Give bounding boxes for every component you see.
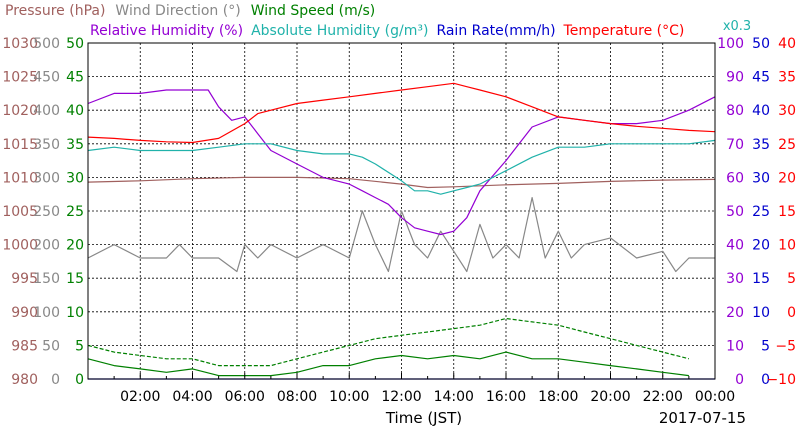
y-tick-pressure: 1005 (2, 204, 38, 220)
legend-entry-5: Rain Rate(mm/h) (436, 23, 555, 39)
y-tick-relative_humidity: 40 (726, 238, 744, 254)
y-tick-relative_humidity: 80 (726, 103, 744, 119)
y-tick-temperature: 40 (778, 36, 796, 52)
multiplier-label: x0.3 (723, 19, 751, 34)
y-tick-relative_humidity: 10 (726, 338, 744, 354)
y-tick-rain_rate: 0 (761, 372, 770, 388)
y-tick-wind_direction: 200 (33, 238, 60, 254)
y-tick-pressure: 1025 (2, 70, 38, 86)
y-tick-rain_rate: 20 (752, 238, 770, 254)
y-tick-wind_speed: 0 (75, 372, 84, 388)
legend-entry-4: Absolute Humidity (g/m³) (251, 23, 428, 39)
y-tick-pressure: 1000 (2, 238, 38, 254)
y-tick-temperature: 30 (778, 103, 796, 119)
y-tick-wind_direction: 500 (33, 36, 60, 52)
x-tick-label: 02:00 (120, 389, 160, 405)
x-tick-label: 20:00 (590, 389, 630, 405)
y-tick-wind_speed: 45 (66, 70, 84, 86)
x-axis-label: Time (JST) (385, 409, 462, 427)
x-tick-label: 18:00 (538, 389, 578, 405)
legend: Pressure (hPa) Wind Direction (°) Wind Spe… (5, 3, 684, 39)
x-tick-label: 12:00 (381, 389, 421, 405)
series-line-5 (87, 139, 716, 195)
grid (88, 43, 715, 379)
series-line-1 (87, 197, 715, 273)
y-tick-temperature: 35 (778, 70, 796, 86)
y-tick-wind_speed: 30 (66, 170, 84, 186)
x-tick-label: 08:00 (277, 389, 317, 405)
series-line-3 (87, 317, 690, 367)
y-tick-temperature: 5 (787, 271, 796, 287)
legend-entry-3: Relative Humidity (%) (90, 23, 243, 39)
y-tick-wind_direction: 150 (33, 271, 60, 287)
legend-entry-1: Wind Direction (°) (115, 3, 240, 19)
y-tick-wind_direction: 50 (42, 338, 60, 354)
y-tick-pressure: 1010 (2, 170, 38, 186)
x-tick-label: 00:00 (695, 389, 735, 405)
y-tick-pressure: 1030 (2, 36, 38, 52)
y-tick-pressure: 1020 (2, 103, 38, 119)
legend-entry-2: Wind Speed (m/s) (251, 3, 376, 19)
y-tick-wind_speed: 50 (66, 36, 84, 52)
y-tick-temperature: 20 (778, 170, 796, 186)
y-tick-rain_rate: 15 (752, 271, 770, 287)
y-tick-wind_direction: 0 (51, 372, 60, 388)
y-tick-relative_humidity: 50 (726, 204, 744, 220)
y-tick-relative_humidity: 20 (726, 305, 744, 321)
series-line-6 (87, 82, 716, 144)
y-tick-rain_rate: 45 (752, 70, 770, 86)
y-tick-temperature: 25 (778, 137, 796, 153)
y-tick-relative_humidity: 100 (717, 36, 744, 52)
y-tick-wind_direction: 350 (33, 137, 60, 153)
y-tick-rain_rate: 50 (752, 36, 770, 52)
y-tick-temperature: 10 (778, 238, 796, 254)
y-tick-wind_speed: 25 (66, 204, 84, 220)
y-tick-wind_speed: 20 (66, 238, 84, 254)
x-tick-label: 04:00 (172, 389, 212, 405)
y-tick-wind_direction: 250 (33, 204, 60, 220)
y-tick-rain_rate: 25 (752, 204, 770, 220)
y-tick-pressure: 985 (11, 338, 38, 354)
y-tick-pressure: 995 (11, 271, 38, 287)
y-tick-relative_humidity: 0 (735, 372, 744, 388)
series-line-2 (87, 351, 689, 377)
y-tick-pressure: 1015 (2, 137, 38, 153)
x-tick-label: 22:00 (643, 389, 683, 405)
y-tick-relative_humidity: 70 (726, 137, 744, 153)
y-tick-wind_direction: 100 (33, 305, 60, 321)
series-line-0 (87, 176, 716, 189)
y-tick-pressure: 990 (11, 305, 38, 321)
y-tick-rain_rate: 40 (752, 103, 770, 119)
x-tick-label: 16:00 (486, 389, 526, 405)
y-tick-wind_speed: 5 (75, 338, 84, 354)
y-tick-rain_rate: 30 (752, 170, 770, 186)
y-tick-temperature: 15 (778, 204, 796, 220)
y-tick-wind_speed: 35 (66, 137, 84, 153)
y-tick-wind_direction: 400 (33, 103, 60, 119)
y-tick-pressure: 980 (11, 372, 38, 388)
x-tick-label: 10:00 (329, 389, 369, 405)
x-tick-label: 06:00 (225, 389, 265, 405)
y-tick-rain_rate: 35 (752, 137, 770, 153)
y-tick-relative_humidity: 90 (726, 70, 744, 86)
y-tick-temperature: 0 (787, 305, 796, 321)
legend-entry-0: Pressure (hPa) (5, 3, 105, 19)
y-tick-wind_direction: 450 (33, 70, 60, 86)
y-tick-temperature: −5 (775, 338, 796, 354)
y-tick-relative_humidity: 30 (726, 271, 744, 287)
x-tick-label: 14:00 (434, 389, 474, 405)
date-label: 2017-07-15 (659, 409, 746, 427)
y-tick-rain_rate: 10 (752, 305, 770, 321)
legend-entry-6: Temperature (°C) (563, 23, 685, 39)
y-tick-wind_direction: 300 (33, 170, 60, 186)
y-tick-temperature: −10 (766, 372, 796, 388)
y-tick-rain_rate: 5 (761, 338, 770, 354)
y-tick-wind_speed: 15 (66, 271, 84, 287)
y-tick-wind_speed: 40 (66, 103, 84, 119)
axes: 9809859909951000100510101015102010251030… (2, 36, 796, 405)
y-tick-relative_humidity: 60 (726, 170, 744, 186)
y-tick-wind_speed: 10 (66, 305, 84, 321)
